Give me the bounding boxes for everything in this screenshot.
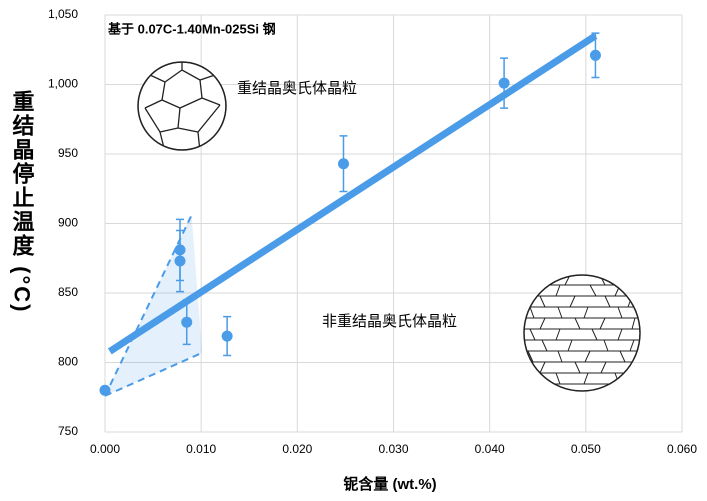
grain-outline xyxy=(523,274,641,392)
x-tick-label: 0.000 xyxy=(90,442,120,456)
y-tick-label: 850 xyxy=(58,285,78,299)
x-tick-label: 0.030 xyxy=(378,442,408,456)
data-point xyxy=(221,330,233,342)
data-point xyxy=(181,316,193,328)
x-tick-label: 0.040 xyxy=(475,442,505,456)
x-tick-label: 0.010 xyxy=(186,442,216,456)
annotation: 重结晶奥氏体晶粒 xyxy=(237,80,357,97)
y-tick-label: 950 xyxy=(58,146,78,160)
data-point xyxy=(99,384,111,396)
shaded-region xyxy=(105,215,203,396)
dashed-bound xyxy=(104,351,203,397)
y-tick-label: 800 xyxy=(58,355,78,369)
y-tick-label: 900 xyxy=(58,216,78,230)
grain-outline xyxy=(137,61,227,151)
data-point xyxy=(174,255,186,267)
y-tick-label: 1,050 xyxy=(48,7,78,21)
x-tick-label: 0.020 xyxy=(282,442,312,456)
dashed-bound xyxy=(104,214,193,397)
data-point xyxy=(589,49,601,61)
annotation: 非重结晶奥氏体晶粒 xyxy=(322,313,457,330)
fit-line xyxy=(107,32,598,355)
y-tick-label: 1,000 xyxy=(48,77,78,91)
x-tick-label: 0.060 xyxy=(667,442,697,456)
y-tick-label: 750 xyxy=(58,424,78,438)
x-tick-label: 0.050 xyxy=(571,442,601,456)
data-point xyxy=(498,77,510,89)
grain-icon-pancaked xyxy=(524,275,640,391)
y-axis-label: 重结晶停止温度 (°C) xyxy=(10,90,35,313)
data-point xyxy=(337,158,349,170)
grain-icon-recrystallized xyxy=(138,62,226,150)
chart-title: 基于 0.07C-1.40Mn-025Si 钢 xyxy=(107,21,276,36)
x-axis-label: 铌含量 (wt.%) xyxy=(343,475,436,493)
plot-area: 750 800 850 900 950 1,000 1,050 0.000 0.010 0.020… xyxy=(48,7,697,456)
